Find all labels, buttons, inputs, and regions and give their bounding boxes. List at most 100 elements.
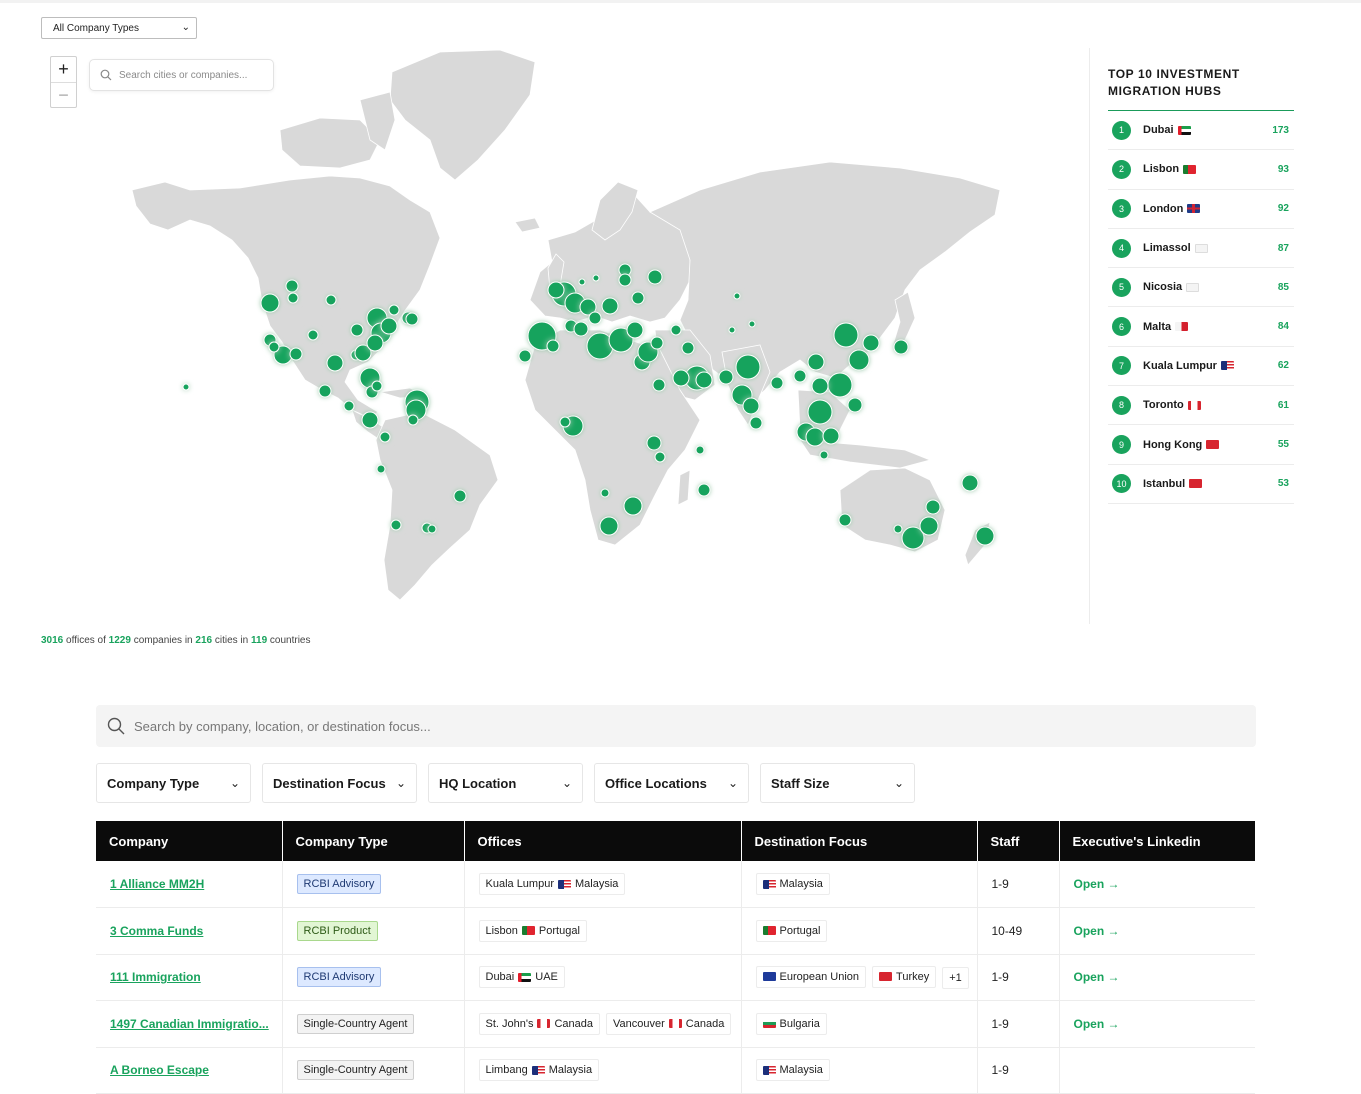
table-row[interactable]: 3 Comma Funds RCBI Product Lisbon Portugal P… <box>96 907 1255 955</box>
office-marker[interactable] <box>811 377 829 395</box>
office-marker[interactable] <box>371 380 383 392</box>
office-marker[interactable] <box>407 414 419 426</box>
table-row[interactable]: 1497 Canadian Immigratio... Single-Countr… <box>96 1000 1255 1048</box>
office-marker[interactable] <box>961 474 979 492</box>
office-marker[interactable] <box>388 304 400 316</box>
office-marker[interactable] <box>862 334 880 352</box>
office-marker[interactable] <box>390 519 402 531</box>
map-search-input[interactable]: Search cities or companies... <box>89 59 274 91</box>
linkedin-open-link[interactable]: Open → <box>1073 1016 1120 1031</box>
office-marker[interactable] <box>718 369 734 385</box>
office-marker[interactable] <box>770 376 784 390</box>
company-link[interactable]: 1 Alliance MM2H <box>110 877 205 891</box>
filter-office-locations[interactable]: Office Locations ⌄ <box>594 763 749 803</box>
office-marker[interactable] <box>405 312 419 326</box>
linkedin-open-link[interactable]: Open → <box>1073 923 1120 938</box>
column-header[interactable]: Company Type <box>282 821 465 861</box>
hub-row[interactable]: 5 Nicosia 85 <box>1108 268 1294 308</box>
office-marker[interactable] <box>325 294 337 306</box>
office-marker[interactable] <box>848 349 870 371</box>
hub-row[interactable]: 9 Hong Kong 55 <box>1108 425 1294 465</box>
office-marker[interactable] <box>260 293 280 313</box>
office-marker[interactable] <box>578 278 586 286</box>
office-marker[interactable] <box>579 298 597 316</box>
office-marker[interactable] <box>453 489 467 503</box>
office-marker[interactable] <box>287 292 299 304</box>
column-header[interactable]: Company <box>96 821 283 861</box>
office-marker[interactable] <box>588 311 602 325</box>
office-marker[interactable] <box>343 400 355 412</box>
office-marker[interactable] <box>697 483 711 497</box>
office-marker[interactable] <box>742 397 760 415</box>
office-marker[interactable] <box>847 397 863 413</box>
office-marker[interactable] <box>819 450 829 460</box>
office-marker[interactable] <box>670 324 682 336</box>
hub-row[interactable]: 10 Istanbul 53 <box>1108 465 1294 504</box>
office-marker[interactable] <box>807 353 825 371</box>
office-marker[interactable] <box>654 451 666 463</box>
office-marker[interactable] <box>695 371 713 389</box>
column-header[interactable]: Destination Focus <box>741 821 978 861</box>
column-header[interactable]: Staff <box>977 821 1060 861</box>
office-marker[interactable] <box>838 513 852 527</box>
table-row[interactable]: 111 Immigration RCBI Advisory Dubai UAE Euro… <box>96 954 1255 1001</box>
office-marker[interactable] <box>833 322 859 348</box>
office-marker[interactable] <box>650 336 664 350</box>
linkedin-open-link[interactable]: Open → <box>1073 970 1120 985</box>
office-marker[interactable] <box>182 383 190 391</box>
office-marker[interactable] <box>647 269 663 285</box>
hub-row[interactable]: 3 London 92 <box>1108 190 1294 229</box>
office-marker[interactable] <box>793 369 807 383</box>
hub-row[interactable]: 1 Dubai 173 <box>1108 111 1294 151</box>
office-marker[interactable] <box>600 488 610 498</box>
filter-hq-location[interactable]: HQ Location ⌄ <box>428 763 583 803</box>
company-link[interactable]: A Borneo Escape <box>110 1063 209 1078</box>
office-marker[interactable] <box>376 464 386 474</box>
hub-row[interactable]: 7 Kuala Lumpur 62 <box>1108 347 1294 387</box>
filter-staff-size[interactable]: Staff Size ⌄ <box>760 763 915 803</box>
office-marker[interactable] <box>681 341 695 355</box>
office-marker[interactable] <box>728 326 736 334</box>
office-marker[interactable] <box>919 516 939 536</box>
office-marker[interactable] <box>601 297 619 315</box>
column-header[interactable]: Executive's Linkedin <box>1059 821 1255 861</box>
office-marker[interactable] <box>807 399 833 425</box>
column-header[interactable]: Offices <box>464 821 742 861</box>
company-link[interactable]: 111 Immigration <box>110 970 201 985</box>
office-marker[interactable] <box>573 321 589 337</box>
office-marker[interactable] <box>354 344 372 362</box>
office-marker[interactable] <box>893 524 903 534</box>
office-marker[interactable] <box>268 341 280 353</box>
office-marker[interactable] <box>559 416 571 428</box>
office-marker[interactable] <box>893 339 909 355</box>
office-marker[interactable] <box>626 321 644 339</box>
focus-more-chip[interactable]: +1 <box>942 967 969 989</box>
office-marker[interactable] <box>326 354 344 372</box>
office-marker[interactable] <box>546 339 560 353</box>
directory-search-input[interactable]: Search by company, location, or destinat… <box>96 705 1256 747</box>
office-marker[interactable] <box>427 524 437 534</box>
world-map[interactable] <box>110 45 1080 620</box>
office-marker[interactable] <box>289 347 303 361</box>
office-marker[interactable] <box>518 349 532 363</box>
company-link[interactable]: 3 Comma Funds <box>110 923 204 938</box>
office-marker[interactable] <box>623 496 643 516</box>
company-type-select[interactable]: All Company Types ⌄ <box>41 17 197 39</box>
office-marker[interactable] <box>672 369 690 387</box>
office-marker[interactable] <box>547 281 565 299</box>
filter-company-type[interactable]: Company Type ⌄ <box>96 763 251 803</box>
office-marker[interactable] <box>652 378 666 392</box>
office-marker[interactable] <box>695 445 705 455</box>
office-marker[interactable] <box>805 427 825 447</box>
zoom-out-button[interactable]: − <box>51 82 76 107</box>
office-marker[interactable] <box>901 526 925 550</box>
office-marker[interactable] <box>361 411 379 429</box>
office-marker[interactable] <box>975 526 995 546</box>
office-marker[interactable] <box>749 416 763 430</box>
office-marker[interactable] <box>380 317 398 335</box>
office-marker[interactable] <box>285 279 299 293</box>
office-marker[interactable] <box>733 292 741 300</box>
hub-row[interactable]: 8 Toronto 61 <box>1108 386 1294 426</box>
hub-row[interactable]: 2 Lisbon 93 <box>1108 150 1294 190</box>
table-row[interactable]: 1 Alliance MM2H RCBI Advisory Kuala Lumpur… <box>96 861 1255 908</box>
